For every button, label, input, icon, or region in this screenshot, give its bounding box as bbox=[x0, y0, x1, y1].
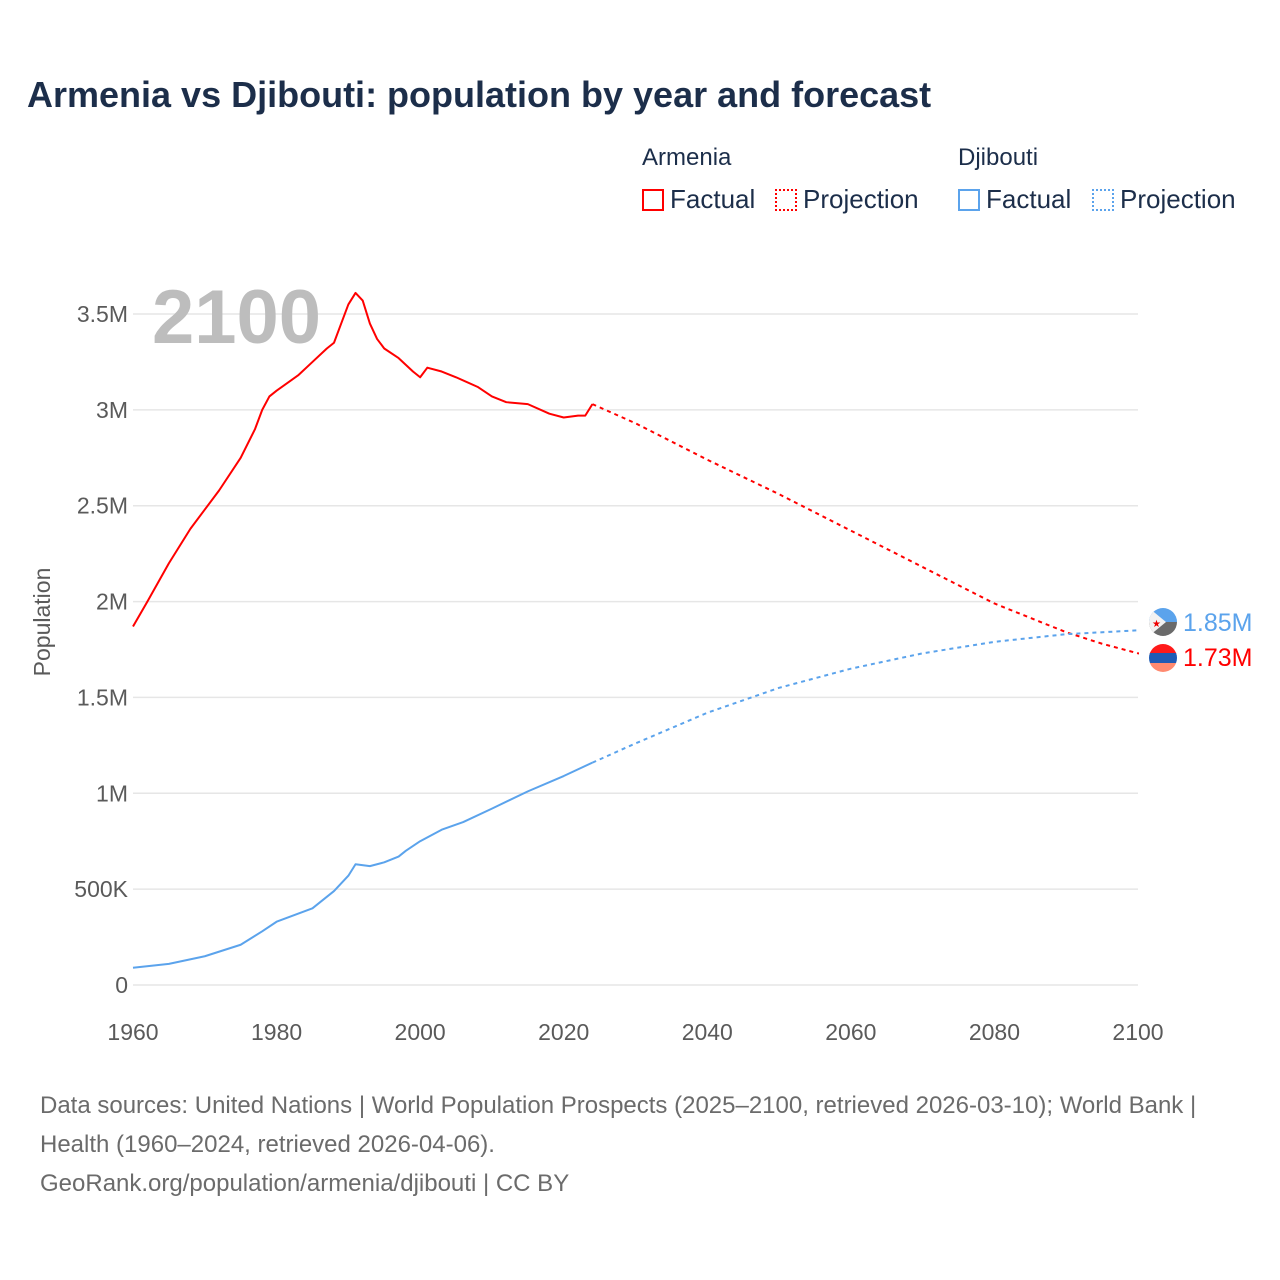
legend-armenia-factual[interactable]: Factual bbox=[642, 184, 755, 215]
legend-label: Projection bbox=[803, 184, 919, 214]
series-armenia-factual bbox=[132, 291, 594, 627]
armenia-flag-icon bbox=[1149, 644, 1177, 672]
y-tick-label: 1.5M bbox=[77, 684, 128, 710]
legend-armenia-projection[interactable]: Projection bbox=[775, 184, 919, 215]
end-label-djibouti: 1.85M bbox=[1183, 609, 1252, 637]
legend-label: Factual bbox=[986, 184, 1072, 214]
x-tick-label: 2040 bbox=[682, 1019, 733, 1045]
year-overlay: 2100 bbox=[152, 275, 321, 360]
y-tick-label: 3.5M bbox=[77, 301, 128, 327]
svg-text:★: ★ bbox=[1152, 619, 1161, 630]
y-tick-label: 3M bbox=[96, 397, 128, 423]
x-tick-label: 1980 bbox=[251, 1019, 302, 1045]
legend-djibouti-projection[interactable]: Projection bbox=[1092, 184, 1236, 215]
y-tick-label: 1M bbox=[96, 780, 128, 806]
series-djibouti-factual bbox=[132, 761, 593, 969]
x-tick-label: 2060 bbox=[825, 1019, 876, 1045]
y-tick-label: 500K bbox=[74, 876, 128, 902]
legend-label: Factual bbox=[670, 184, 756, 214]
end-label-armenia: 1.73M bbox=[1183, 644, 1252, 672]
chart-title: Armenia vs Djibouti: population by year … bbox=[27, 74, 932, 115]
legend-group-djibouti: Djibouti bbox=[958, 144, 1039, 171]
source-note: Data sources: United Nations | World Pop… bbox=[40, 1086, 1240, 1203]
djibouti-flag-icon: ★ bbox=[1149, 608, 1177, 636]
x-tick-label: 2000 bbox=[395, 1019, 446, 1045]
series-armenia-projection bbox=[592, 403, 1139, 655]
legend-label: Projection bbox=[1120, 184, 1236, 214]
x-tick-label: 2020 bbox=[538, 1019, 589, 1045]
x-tick-label: 2080 bbox=[969, 1019, 1020, 1045]
legend-swatch-dotted-blue bbox=[1092, 188, 1114, 211]
legend-swatch-solid-blue bbox=[958, 188, 980, 211]
source-text: Data sources: United Nations | World Pop… bbox=[40, 1092, 1197, 1158]
y-tick-label: 0 bbox=[115, 972, 128, 998]
legend-swatch-dotted-red bbox=[775, 188, 797, 211]
y-tick-label: 2M bbox=[96, 589, 128, 615]
y-tick-label: 2.5M bbox=[77, 493, 128, 519]
source-link[interactable]: GeoRank.org/population/armenia/djibouti … bbox=[40, 1170, 570, 1197]
legend-swatch-solid-red bbox=[642, 188, 664, 211]
legend-group-armenia: Armenia bbox=[642, 144, 732, 171]
y-axis-label: Population bbox=[29, 568, 55, 677]
x-tick-label: 1960 bbox=[107, 1019, 158, 1045]
x-tick-label: 2100 bbox=[1112, 1019, 1163, 1045]
series-djibouti-projection bbox=[592, 629, 1139, 764]
legend-djibouti-factual[interactable]: Factual bbox=[958, 184, 1071, 215]
